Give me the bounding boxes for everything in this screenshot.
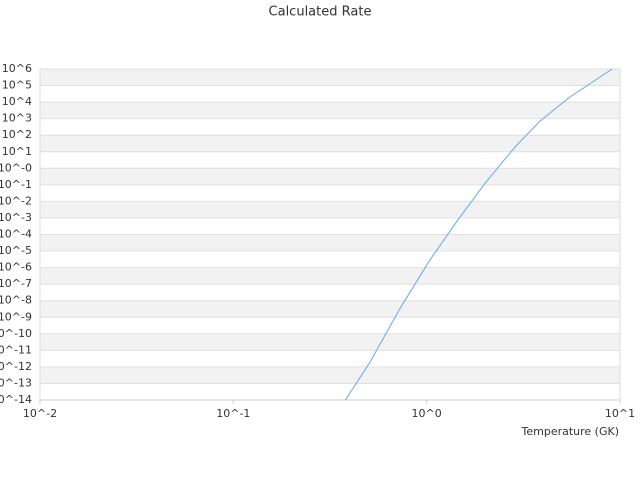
y-tick-label: 10^-13: [0, 376, 32, 389]
y-tick-label: 10^-14: [0, 393, 32, 406]
y-tick-label: 10^-4: [0, 228, 32, 241]
grid-band: [40, 267, 620, 285]
grid-band: [40, 366, 620, 384]
y-tick-label: 10^-10: [0, 327, 32, 340]
grid-band: [40, 69, 620, 86]
y-tick-label: 10^-8: [0, 294, 32, 307]
y-tick-label: 10^5: [2, 79, 32, 92]
x-tick-label: 10^-1: [216, 407, 250, 420]
x-tick-label: 10^-2: [23, 407, 57, 420]
y-tick-label: 10^-7: [0, 277, 32, 290]
grid-band: [40, 300, 620, 318]
plot-area: [39, 68, 621, 404]
y-tick-label: 10^2: [2, 128, 32, 141]
data-line: [345, 68, 613, 401]
y-tick-label: 10^-0: [0, 161, 32, 174]
x-tick-label: 10^1: [605, 407, 635, 420]
x-tick-label: 10^0: [412, 407, 442, 420]
y-tick-label: 10^-9: [0, 310, 32, 323]
chart-title: Calculated Rate: [269, 5, 372, 20]
y-tick-label: 10^-3: [0, 211, 32, 224]
y-tick-label: 10^-11: [0, 343, 32, 356]
y-tick-label: 10^-1: [0, 178, 32, 191]
x-axis-label: Temperature (GK): [521, 425, 620, 438]
y-tick-label: 10^-12: [0, 360, 32, 373]
grid-band: [40, 135, 620, 152]
grid-band: [40, 168, 620, 185]
grid-band: [40, 102, 620, 119]
y-tick-label: 10^1: [2, 145, 32, 158]
y-tick-label: 10^-5: [0, 244, 32, 257]
grid-band: [40, 333, 620, 351]
grid-band: [40, 234, 620, 252]
y-tick-label: 10^-2: [0, 194, 32, 207]
y-tick-label: 10^6: [2, 62, 32, 75]
y-tick-label: 10^3: [2, 112, 32, 125]
y-tick-label: 10^-6: [0, 261, 32, 274]
grid-band: [40, 201, 620, 218]
y-tick-label: 10^4: [2, 95, 32, 108]
